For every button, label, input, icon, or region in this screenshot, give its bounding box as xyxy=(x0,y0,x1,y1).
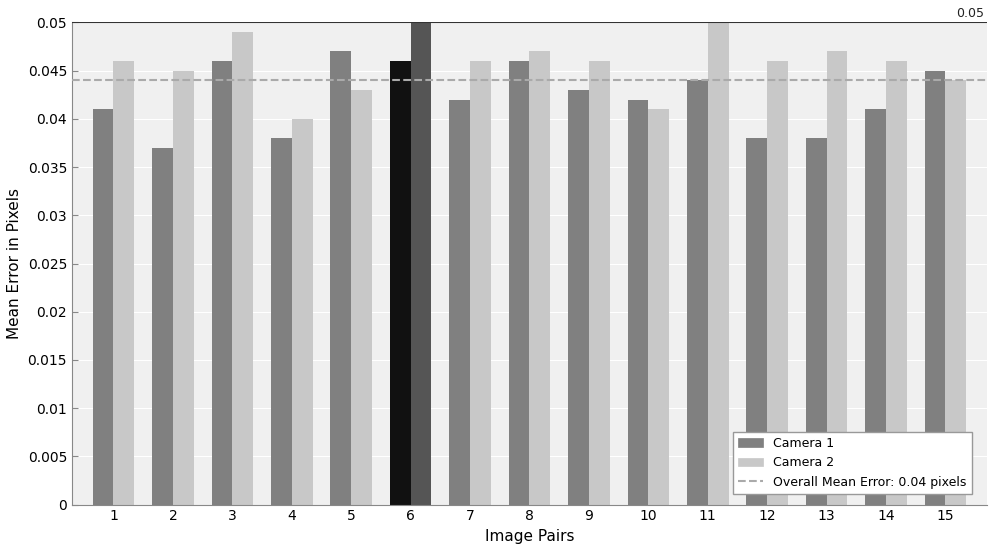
Bar xyxy=(865,109,886,505)
Bar xyxy=(330,51,351,505)
Bar xyxy=(233,32,253,505)
Bar xyxy=(292,119,312,505)
Bar xyxy=(708,23,729,505)
Bar xyxy=(470,61,491,505)
Text: 0.05: 0.05 xyxy=(956,7,984,20)
Bar xyxy=(806,138,827,505)
Bar xyxy=(687,80,708,505)
Bar xyxy=(767,61,788,505)
Bar xyxy=(152,148,173,505)
Bar xyxy=(390,61,411,505)
Bar xyxy=(92,109,113,505)
Bar xyxy=(173,71,194,505)
Bar xyxy=(945,80,966,505)
Bar xyxy=(113,61,134,505)
Bar xyxy=(271,138,292,505)
Bar xyxy=(588,61,609,505)
Bar xyxy=(648,109,669,505)
Bar xyxy=(530,51,551,505)
Bar xyxy=(886,61,907,505)
Bar xyxy=(746,138,767,505)
Bar xyxy=(509,61,530,505)
Bar xyxy=(449,100,470,505)
Bar xyxy=(411,23,431,505)
Bar xyxy=(627,100,648,505)
Bar xyxy=(827,51,848,505)
Bar xyxy=(212,61,233,505)
Y-axis label: Mean Error in Pixels: Mean Error in Pixels xyxy=(7,188,22,339)
Bar xyxy=(924,71,945,505)
Bar xyxy=(569,90,588,505)
Legend: Camera 1, Camera 2, Overall Mean Error: 0.04 pixels: Camera 1, Camera 2, Overall Mean Error: … xyxy=(734,432,972,494)
X-axis label: Image Pairs: Image Pairs xyxy=(485,529,575,544)
Bar xyxy=(351,90,372,505)
